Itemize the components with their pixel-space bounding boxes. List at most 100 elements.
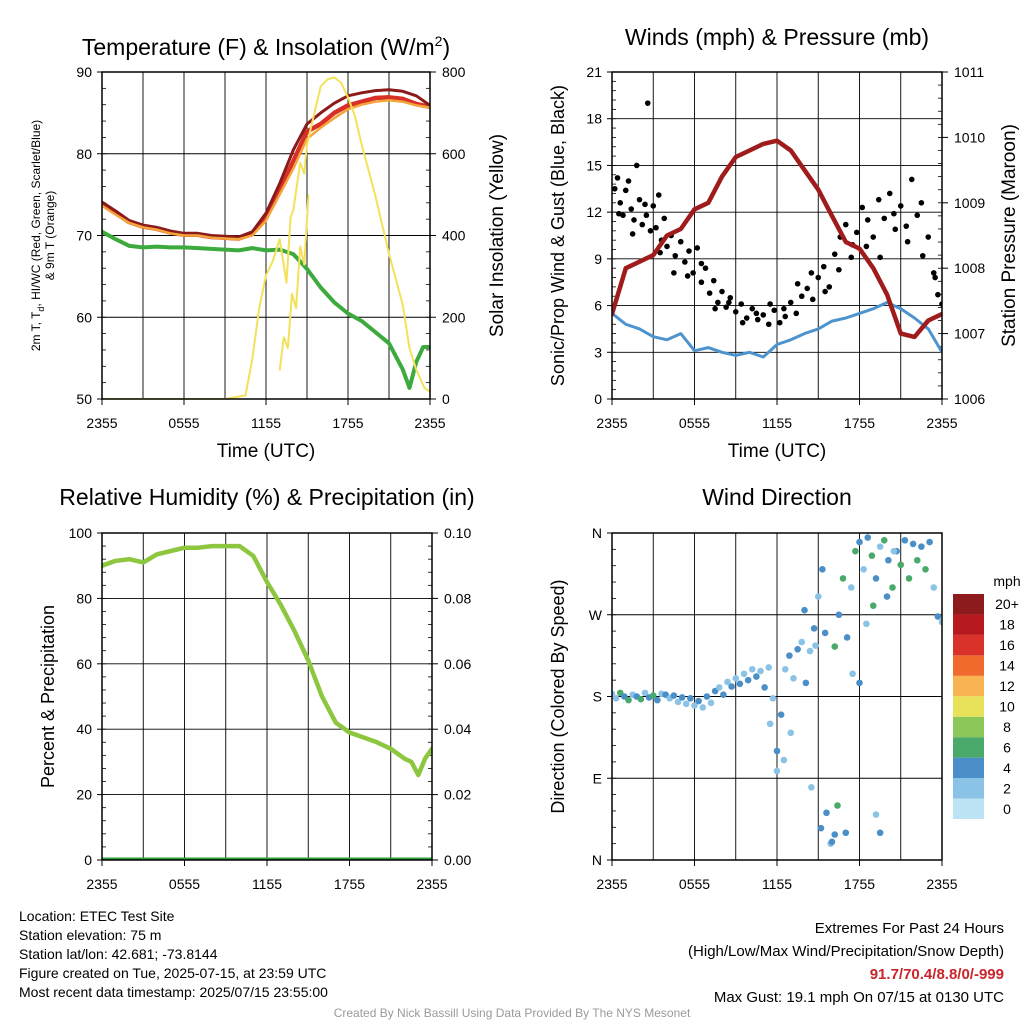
- gust-point: [787, 299, 794, 306]
- gust-point: [877, 254, 883, 261]
- plot-area: [102, 76, 430, 399]
- extremes-legend: (High/Low/Max Wind/Precipitation/Snow De…: [688, 943, 1004, 960]
- gust-point: [614, 175, 621, 181]
- extremes-info: Extremes For Past 24 Hours (High/Low/Max…: [688, 917, 1004, 1009]
- y-right-axis-label: Station Pressure (Maroon): [999, 124, 1020, 347]
- plot-frame: [101, 71, 431, 400]
- x-tick-label: 2355: [416, 876, 447, 892]
- wind-direction-point: [748, 665, 756, 673]
- extremes-values: 91.7/70.4/8.8/0/-999: [869, 966, 1004, 983]
- location-text: Location: ETEC Test Site: [19, 908, 175, 924]
- created-text: Figure created on Tue, 2025-07-15, at 23…: [19, 965, 327, 981]
- wind-direction-point: [849, 670, 856, 678]
- x-tick-label: 2355: [596, 415, 627, 431]
- wind-direction-point: [876, 829, 884, 837]
- wind-direction-point: [674, 698, 682, 706]
- y-tick-label: E: [593, 770, 602, 786]
- gust-point: [822, 288, 828, 295]
- wind-direction-point: [787, 729, 795, 737]
- wind-direction-point: [637, 695, 645, 703]
- wind-direction-point: [905, 575, 913, 582]
- hiwc-line: [102, 88, 430, 239]
- plot-area: [612, 534, 942, 847]
- wind-direction-point: [766, 720, 774, 728]
- wind-direction-point: [876, 543, 884, 550]
- wind-direction-point: [802, 679, 810, 687]
- y-axis-label-part: 2m T, T: [29, 311, 43, 351]
- wind-direction-point: [612, 690, 616, 698]
- y-tick-label: W: [589, 607, 603, 623]
- gust-point: [616, 210, 622, 217]
- pressure-line: [612, 138, 942, 340]
- wind-direction-point: [901, 536, 909, 544]
- wind-direction-point: [682, 700, 690, 708]
- gust-point: [642, 201, 648, 208]
- wind-direction-point: [612, 695, 620, 702]
- td-line: [102, 229, 430, 390]
- wind-direction-point: [720, 691, 727, 698]
- y-tick-label: N: [592, 525, 602, 541]
- chart-title: Temperature (F) & Insolation (W/m2): [82, 33, 450, 60]
- y-right-axis-label: Solar Insolation (Yellow): [487, 134, 508, 337]
- gust-point: [677, 238, 684, 245]
- wind-direction-point: [707, 699, 715, 707]
- timestamp-text: Most recent data timestamp: 2025/07/15 2…: [19, 984, 328, 1000]
- x-axis-label: Time (UTC): [728, 441, 827, 462]
- y-tick-label: 60: [76, 656, 92, 672]
- colorbar-swatch: [953, 778, 984, 799]
- gust-point: [765, 321, 772, 328]
- wind-direction-point: [625, 696, 632, 704]
- chart-panel-1: Temperature (F) & Insolation (W/m2) 2355 0…: [29, 33, 508, 462]
- gust-point: [690, 270, 696, 276]
- gust-point: [870, 234, 877, 240]
- colorbar-swatch: [953, 757, 984, 779]
- gust-point: [694, 245, 701, 251]
- gust-point: [935, 291, 941, 298]
- gust-point: [875, 196, 882, 203]
- colorbar-swatch: [953, 614, 984, 635]
- wind-direction-point: [831, 643, 839, 650]
- wind-direction-point: [695, 697, 702, 705]
- wind-direction-point: [691, 702, 698, 709]
- colorbar-label: 4: [1003, 760, 1011, 776]
- y-right-tick-label: 200: [442, 309, 466, 325]
- gust-point: [930, 270, 937, 276]
- chart-panel-4: Wind Direction 2355 0555 1155 1755 2355 N E S W N D…: [548, 484, 1021, 892]
- y-right-tick-label: 1006: [954, 391, 985, 407]
- colorbar-label: 16: [999, 637, 1015, 653]
- wind-direction-point: [885, 556, 892, 564]
- wind-direction-point: [864, 534, 872, 541]
- y-right-tick-label: 0.06: [444, 656, 471, 672]
- colorbar-title: mph: [993, 573, 1020, 589]
- wind-direction-point: [781, 665, 789, 673]
- wind-direction-point: [678, 694, 686, 701]
- wind-direction-point: [852, 547, 859, 555]
- gust-point: [712, 305, 718, 312]
- wind-direction-point: [736, 680, 744, 688]
- colorbar-label: 6: [1003, 739, 1011, 755]
- y-tick-label: 3: [594, 344, 602, 360]
- colorbar-swatch: [953, 737, 984, 758]
- gust-point: [881, 215, 888, 222]
- gust-point: [732, 309, 739, 315]
- gust-point: [710, 277, 717, 284]
- x-tick-label: 1155: [762, 415, 792, 431]
- y-tick-label: 100: [69, 525, 93, 541]
- y-axis-label: Percent & Precipitation: [38, 605, 58, 788]
- plot-frame: [611, 532, 943, 861]
- gust-point: [804, 285, 811, 292]
- gust-point: [859, 204, 866, 211]
- plot-frame: [611, 71, 943, 400]
- x-tick-label: 1155: [762, 876, 792, 892]
- gust-point: [808, 270, 815, 276]
- colorbar-label: 14: [999, 658, 1015, 674]
- gust-point: [886, 190, 893, 197]
- wind-direction-point: [814, 593, 822, 600]
- plot-area: [612, 100, 942, 359]
- wind-direction-point: [798, 638, 806, 646]
- y-axis-label: Direction (Colored By Speed): [548, 579, 568, 813]
- y-axis-label-part: , HI/WC (Red, Green, Scarlet/Blue): [29, 120, 43, 307]
- gust-point: [653, 224, 659, 231]
- y-axis-label-line2: & 9m T (Orange): [43, 191, 57, 281]
- wind-direction-point: [753, 673, 760, 680]
